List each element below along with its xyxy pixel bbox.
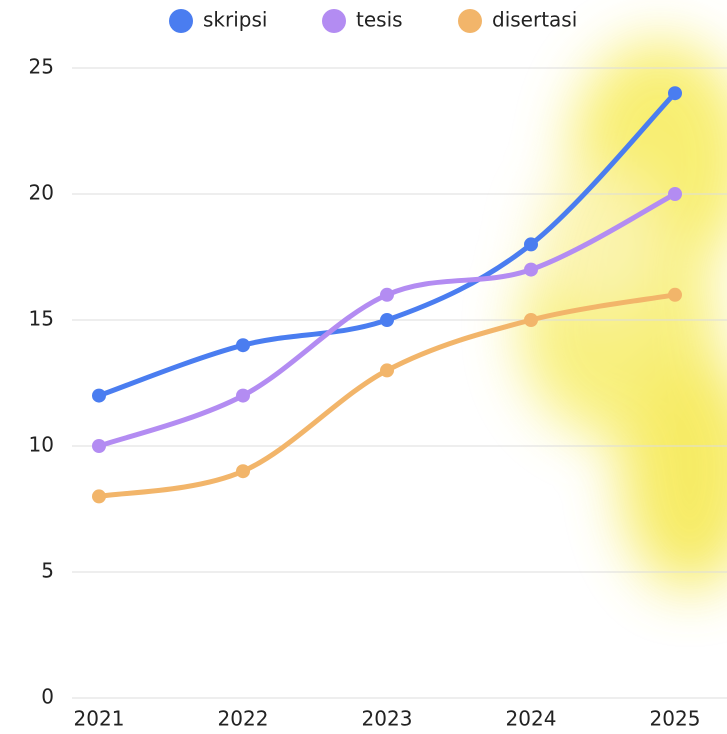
data-point xyxy=(236,389,250,403)
chart: 051015202520212022202320242025skripsites… xyxy=(0,0,727,734)
y-tick-label: 25 xyxy=(29,55,54,79)
legend-marker xyxy=(169,9,193,33)
legend-label: tesis xyxy=(356,8,403,32)
y-tick-label: 0 xyxy=(41,685,54,709)
data-point xyxy=(524,237,538,251)
x-tick-label: 2021 xyxy=(74,707,125,731)
data-point xyxy=(524,263,538,277)
y-tick-label: 20 xyxy=(29,181,54,205)
y-tick-label: 10 xyxy=(29,433,54,457)
y-tick-label: 5 xyxy=(41,559,54,583)
data-point xyxy=(236,464,250,478)
x-tick-label: 2022 xyxy=(218,707,269,731)
data-point xyxy=(668,187,682,201)
x-tick-label: 2025 xyxy=(650,707,701,731)
data-point xyxy=(380,313,394,327)
data-point xyxy=(668,288,682,302)
data-point xyxy=(92,389,106,403)
legend-marker xyxy=(322,9,346,33)
legend-label: skripsi xyxy=(203,8,267,32)
legend-label: disertasi xyxy=(492,8,577,32)
data-point xyxy=(380,288,394,302)
data-point xyxy=(380,363,394,377)
data-point xyxy=(92,439,106,453)
data-point xyxy=(236,338,250,352)
data-point xyxy=(92,489,106,503)
data-point xyxy=(668,86,682,100)
x-tick-label: 2023 xyxy=(362,707,413,731)
data-point xyxy=(524,313,538,327)
x-tick-label: 2024 xyxy=(506,707,557,731)
y-tick-label: 15 xyxy=(29,307,54,331)
legend-marker xyxy=(458,9,482,33)
